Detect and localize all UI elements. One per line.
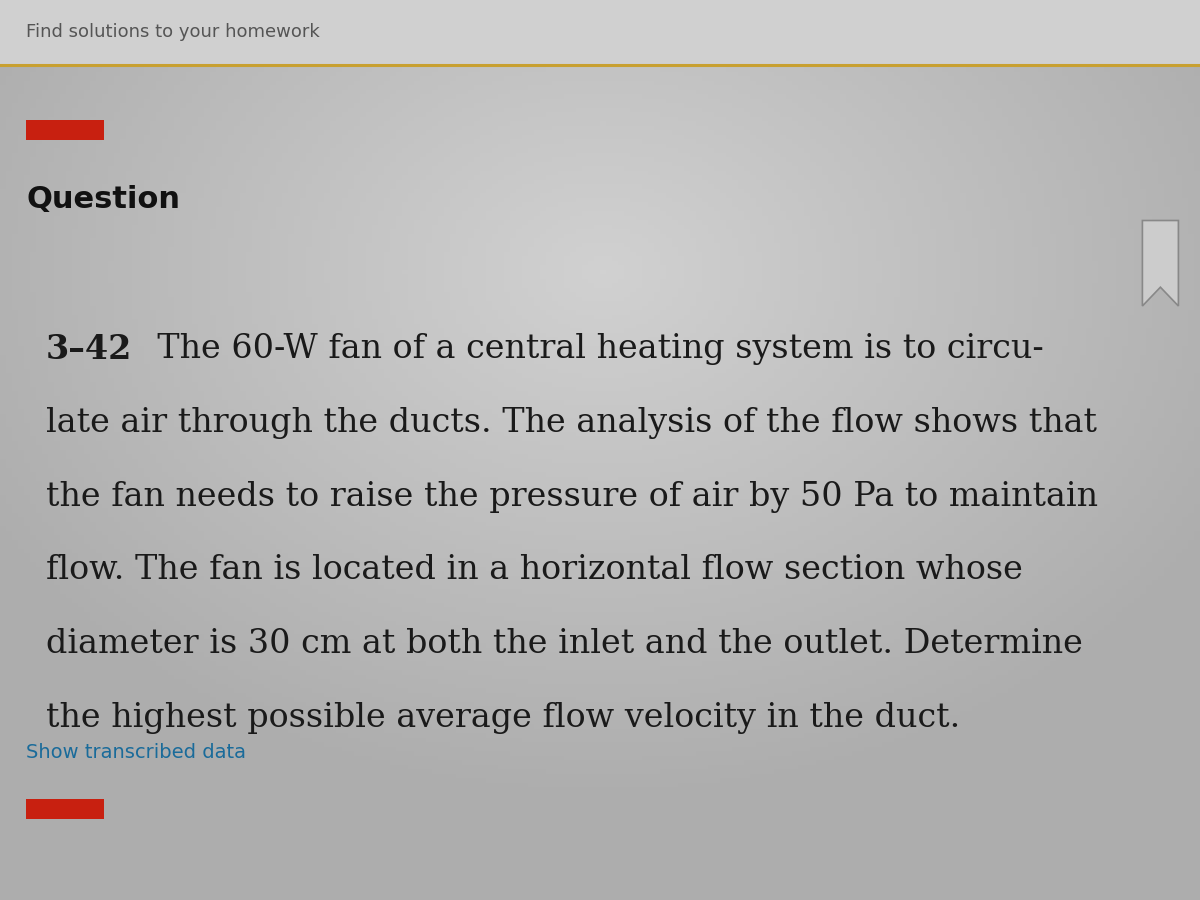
- Text: diameter is 30 cm at both the inlet and the outlet. Determine: diameter is 30 cm at both the inlet and …: [46, 628, 1082, 661]
- Bar: [26, 799, 104, 819]
- Text: 3–42: 3–42: [46, 333, 132, 366]
- Text: Show transcribed data: Show transcribed data: [26, 742, 246, 761]
- Bar: [26, 120, 104, 140]
- Text: the fan needs to raise the pressure of air by 50 Pa to maintain: the fan needs to raise the pressure of a…: [46, 481, 1098, 513]
- Bar: [0, 0, 1200, 65]
- Text: Question: Question: [26, 184, 180, 213]
- Text: The 60-W fan of a central heating system is to circu-: The 60-W fan of a central heating system…: [136, 333, 1043, 365]
- Text: flow. The fan is located in a horizontal flow section whose: flow. The fan is located in a horizontal…: [46, 554, 1022, 587]
- Text: late air through the ducts. The analysis of the flow shows that: late air through the ducts. The analysis…: [46, 407, 1097, 439]
- Polygon shape: [1142, 220, 1178, 306]
- Text: the highest possible average flow velocity in the duct.: the highest possible average flow veloci…: [46, 702, 960, 734]
- Text: Find solutions to your homework: Find solutions to your homework: [26, 23, 320, 41]
